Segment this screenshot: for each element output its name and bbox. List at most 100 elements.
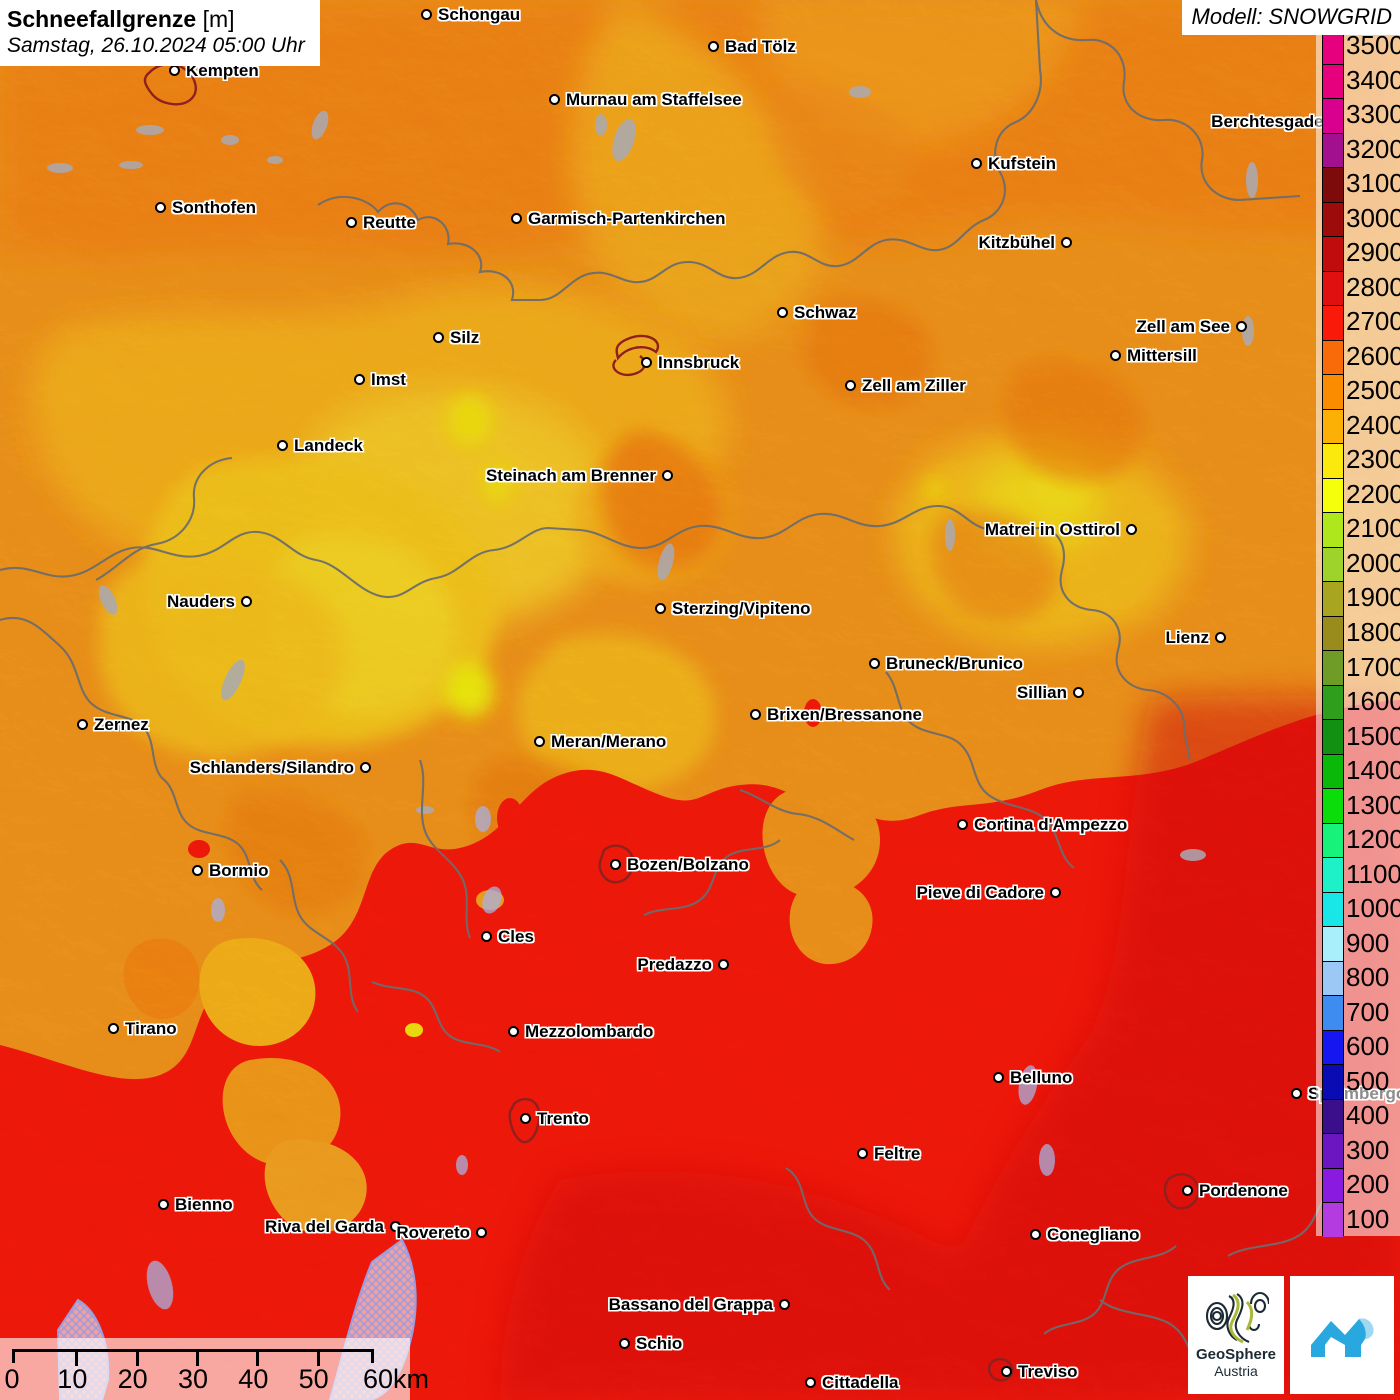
city-marker[interactable]: Nauders [167, 593, 252, 610]
city-marker[interactable]: Belluno [993, 1069, 1072, 1086]
colorbar-cell [1323, 995, 1343, 1030]
city-dot-icon [805, 1377, 816, 1388]
city-marker[interactable]: Kufstein [971, 155, 1056, 172]
city-label: Feltre [874, 1144, 921, 1163]
city-label: Innsbruck [658, 353, 740, 372]
city-marker[interactable]: Kitzbühel [979, 234, 1072, 251]
city-marker[interactable]: Cles [481, 928, 534, 945]
city-label: Reutte [363, 213, 416, 232]
city-marker[interactable]: Murnau am Staffelsee [549, 91, 742, 108]
city-marker[interactable]: Zernez [77, 716, 149, 733]
city-label: Bassano del Grappa [608, 1295, 773, 1314]
city-marker[interactable]: Brixen/Bressanone [750, 706, 922, 723]
city-marker[interactable]: Cortina d'Ampezzo [957, 816, 1127, 833]
city-marker[interactable]: Schlanders/Silandro [190, 759, 371, 776]
geosphere-name: GeoSphere [1195, 1346, 1277, 1363]
city-dot-icon [241, 596, 252, 607]
mountain-logo[interactable] [1290, 1276, 1394, 1394]
city-marker[interactable]: Garmisch-Partenkirchen [511, 210, 725, 227]
city-marker[interactable]: Schongau [421, 6, 520, 23]
city-marker[interactable]: Berchtesgaden [1211, 113, 1340, 130]
city-label: Sillian [1016, 683, 1067, 702]
colorbar-cell [1323, 270, 1343, 305]
city-marker[interactable]: Bruneck/Brunico [869, 655, 1023, 672]
city-marker[interactable]: Zell am See [1136, 318, 1247, 335]
city-marker[interactable]: Schio [619, 1335, 682, 1352]
city-label: Schongau [438, 5, 521, 24]
colorbar-cell [1323, 753, 1343, 788]
city-marker[interactable]: Bassano del Grappa [609, 1296, 790, 1313]
city-label: Riva del Garda [264, 1217, 384, 1236]
city-dot-icon [1030, 1229, 1041, 1240]
city-marker[interactable]: Tirano [108, 1020, 177, 1037]
city-label: Cittadella [822, 1373, 899, 1392]
colorbar-tick-label: 2100 [1346, 513, 1400, 544]
city-marker[interactable]: Kempten [169, 62, 259, 79]
city-label: Meran/Merano [551, 732, 667, 751]
colorbar-cell [1323, 339, 1343, 374]
city-marker[interactable]: Bozen/Bolzano [610, 856, 749, 873]
colorbar-cell [1323, 615, 1343, 650]
city-marker[interactable]: Sonthofen [155, 199, 256, 216]
colorbar-legend[interactable]: 3500 3400 3300 3200 3100 3000 2900 2800 2700 2600… [1316, 28, 1400, 1237]
colorbar-tick-label: 600 [1346, 1031, 1390, 1062]
colorbar-tick-label: 3000 [1346, 202, 1400, 233]
city-label: Rovereto [396, 1223, 470, 1242]
model-box: Modell: SNOWGRID [1181, 0, 1400, 35]
city-label: Tirano [125, 1019, 177, 1038]
city-label: Matrei in Osttirol [984, 520, 1120, 539]
city-dot-icon [169, 65, 180, 76]
geosphere-logo[interactable]: GeoSphere Austria [1188, 1276, 1284, 1394]
city-label: Mezzolombardo [525, 1022, 654, 1041]
city-marker[interactable]: Treviso [1001, 1363, 1078, 1380]
city-dot-icon [534, 736, 545, 747]
city-dot-icon [971, 158, 982, 169]
colorbar-cell [1323, 650, 1343, 685]
city-marker[interactable]: Conegliano [1030, 1226, 1140, 1243]
city-marker[interactable]: Steinach am Brenner [486, 467, 673, 484]
city-marker[interactable]: Lienz [1166, 629, 1226, 646]
colorbar-strip[interactable] [1322, 28, 1344, 1237]
city-marker[interactable]: Imst [354, 371, 406, 388]
city-label: Brixen/Bressanone [767, 705, 922, 724]
city-marker[interactable]: Reutte [346, 214, 416, 231]
colorbar-cell [1323, 477, 1343, 512]
city-label: Bienno [175, 1195, 233, 1214]
city-marker[interactable]: Predazzo [637, 956, 729, 973]
city-marker[interactable]: Silz [433, 329, 479, 346]
city-marker[interactable]: Matrei in Osttirol [985, 521, 1137, 538]
colorbar-cell [1323, 29, 1343, 64]
scale-bar-tick [196, 1352, 199, 1366]
city-marker[interactable]: Bormio [192, 862, 269, 879]
city-marker[interactable]: Innsbruck [641, 354, 739, 371]
city-marker[interactable]: Rovereto [396, 1224, 487, 1241]
city-label: Pieve di Cadore [916, 883, 1044, 902]
city-marker[interactable]: Landeck [277, 437, 363, 454]
city-marker[interactable]: Meran/Merano [534, 733, 666, 750]
city-marker[interactable]: Riva del Garda [265, 1218, 401, 1235]
city-marker[interactable]: Trento [520, 1110, 589, 1127]
colorbar-cell [1323, 201, 1343, 236]
city-marker[interactable]: Feltre [857, 1145, 920, 1162]
city-marker[interactable]: Bad Tölz [708, 38, 796, 55]
colorbar-tick-label: 400 [1346, 1100, 1390, 1131]
city-marker[interactable]: Schwaz [777, 304, 856, 321]
city-marker[interactable]: Cittadella [805, 1374, 899, 1391]
city-marker[interactable]: Mittersill [1110, 347, 1197, 364]
city-marker[interactable]: Sterzing/Vipiteno [655, 600, 811, 617]
city-dot-icon [549, 94, 560, 105]
city-marker[interactable]: Pordenone [1182, 1182, 1288, 1199]
colorbar-cell [1323, 788, 1343, 823]
city-dot-icon [1110, 350, 1121, 361]
scale-bar-tick [75, 1352, 79, 1366]
city-marker[interactable]: Sillian [1017, 684, 1084, 701]
city-marker[interactable]: Bienno [158, 1196, 233, 1213]
colorbar-tick-label: 2300 [1346, 444, 1400, 475]
city-dot-icon [433, 332, 444, 343]
city-marker[interactable]: Zell am Ziller [845, 377, 966, 394]
city-marker[interactable]: Mezzolombardo [508, 1023, 653, 1040]
colorbar-tick-label: 500 [1346, 1065, 1390, 1096]
city-marker[interactable]: Pieve di Cadore [916, 884, 1061, 901]
colorbar-cell [1323, 305, 1343, 340]
